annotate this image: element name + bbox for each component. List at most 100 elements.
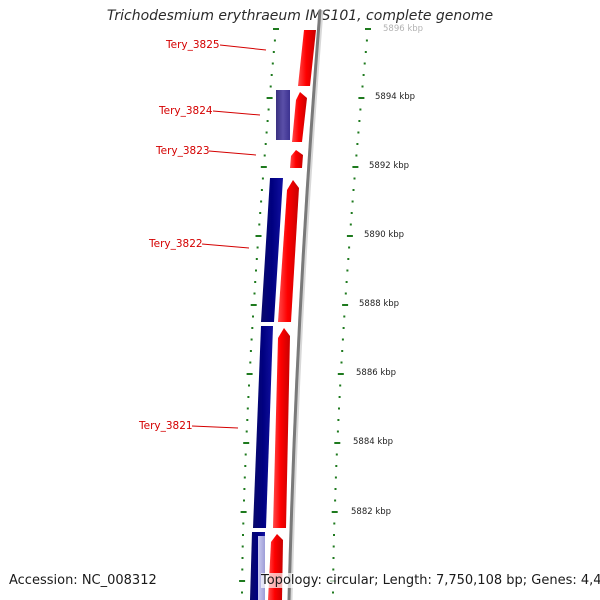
scale-tick	[243, 499, 245, 502]
scale-tick	[245, 430, 248, 433]
topology-label: Topology: circular; Length: 7,750,108 bp…	[261, 573, 600, 588]
gene-label-tery-3825: Tery_3825	[165, 39, 220, 51]
scale-tick	[244, 453, 247, 456]
scale-tick	[241, 545, 244, 548]
scale-tick	[348, 246, 351, 249]
scale-label-5884: 5884 kbp	[353, 437, 393, 447]
scale-tick	[334, 476, 337, 479]
scale-tick	[250, 304, 257, 306]
scale-label-5882: 5882 kbp	[351, 507, 391, 517]
scale-tick	[356, 143, 359, 145]
scale-tick	[342, 327, 345, 329]
scale-tick	[335, 453, 338, 456]
forward-gene-tery-3821	[273, 328, 290, 528]
scale-ticks	[239, 28, 371, 594]
scale-tick	[273, 28, 279, 30]
scale-tick	[260, 166, 267, 168]
scale-tick	[333, 522, 336, 525]
scale-tick	[332, 557, 335, 559]
scale-label-5886: 5886 kbp	[356, 368, 396, 378]
scale-label-5890: 5890 kbp	[364, 230, 404, 240]
scale-tick	[351, 200, 354, 203]
scale-tick	[358, 97, 365, 99]
scale-tick	[261, 177, 264, 180]
forward-gene-tery-3824	[292, 92, 307, 142]
scale-tick	[241, 591, 243, 594]
scale-tick	[253, 292, 256, 295]
gene-label-tery-3823: Tery_3823	[155, 145, 210, 157]
scale-tick	[353, 177, 356, 180]
scale-tick	[344, 292, 347, 295]
map-title: Trichodesmium erythraeum IMS101, complet…	[106, 8, 494, 24]
scale-tick	[335, 465, 338, 467]
reverse-gene-tery-3824	[276, 90, 290, 140]
scale-tick	[352, 166, 359, 168]
scale-tick	[271, 62, 274, 65]
scale-label-5894: 5894 kbp	[375, 92, 415, 102]
scale-tick	[270, 74, 273, 76]
scale-tick	[339, 384, 342, 387]
scale-tick	[249, 361, 252, 364]
scale-tick	[346, 269, 349, 272]
scale-tick	[263, 154, 266, 157]
scale-tick	[247, 396, 250, 398]
scale-tick	[355, 154, 358, 157]
scale-tick	[264, 143, 267, 145]
scale-tick	[246, 407, 249, 410]
scale-tick	[242, 522, 245, 525]
scale-tick	[349, 223, 352, 226]
scale-label-5892: 5892 kbp	[369, 161, 409, 171]
leader-line-tery-3823	[208, 150, 257, 156]
scale-tick	[332, 568, 335, 571]
scale-tick	[241, 557, 244, 559]
scale-tick	[255, 269, 257, 272]
scale-tick	[365, 39, 368, 42]
scale-tick	[246, 373, 253, 375]
scale-tick	[241, 568, 244, 571]
scale-tick	[260, 200, 263, 203]
scale-tick	[361, 85, 364, 88]
gene-label-tery-3822: Tery_3822	[148, 238, 203, 250]
scale-tick	[334, 442, 341, 444]
scale-tick	[272, 51, 275, 53]
scale-tick	[332, 591, 334, 594]
scale-tick	[243, 488, 246, 490]
scale-tick	[338, 407, 340, 410]
scale-label-5896: 5896 kbp	[383, 24, 423, 34]
scale-tick	[259, 212, 262, 214]
scale-tick	[343, 315, 346, 318]
gene-label-tery-3824: Tery_3824	[158, 105, 213, 117]
scale-tick	[267, 108, 270, 111]
reverse-gene-tery-3821	[253, 326, 273, 528]
scale-tick	[260, 189, 263, 191]
scale-tick	[252, 315, 254, 318]
scale-tick	[341, 350, 344, 352]
scale-tick	[346, 235, 353, 237]
scale-tick	[239, 580, 246, 582]
scale-tick	[243, 442, 250, 444]
scale-tick	[334, 488, 337, 490]
scale-tick	[364, 51, 367, 53]
scale-tick	[341, 338, 344, 341]
reverse-gene-tery-3822	[261, 178, 283, 322]
scale-tick	[332, 545, 335, 548]
scale-tick	[251, 327, 254, 329]
scale-tick	[269, 85, 272, 88]
scale-tick	[333, 534, 335, 536]
scale-tick	[255, 258, 258, 260]
gene-label-tery-3821: Tery_3821	[138, 420, 193, 432]
scale-tick	[365, 28, 371, 30]
scale-tick	[358, 120, 361, 122]
scale-tick	[249, 350, 252, 352]
scale-tick	[243, 476, 246, 479]
forward-gene-tery-3822	[278, 180, 299, 322]
scale-tick	[362, 74, 365, 76]
scale-tick	[352, 189, 355, 191]
scale-tick	[347, 258, 350, 260]
scale-tick	[250, 338, 253, 341]
scale-tick	[363, 62, 366, 65]
reverse-gene-next-light	[258, 536, 265, 600]
leader-line-tery-3824	[212, 110, 261, 116]
scale-tick	[266, 97, 273, 99]
